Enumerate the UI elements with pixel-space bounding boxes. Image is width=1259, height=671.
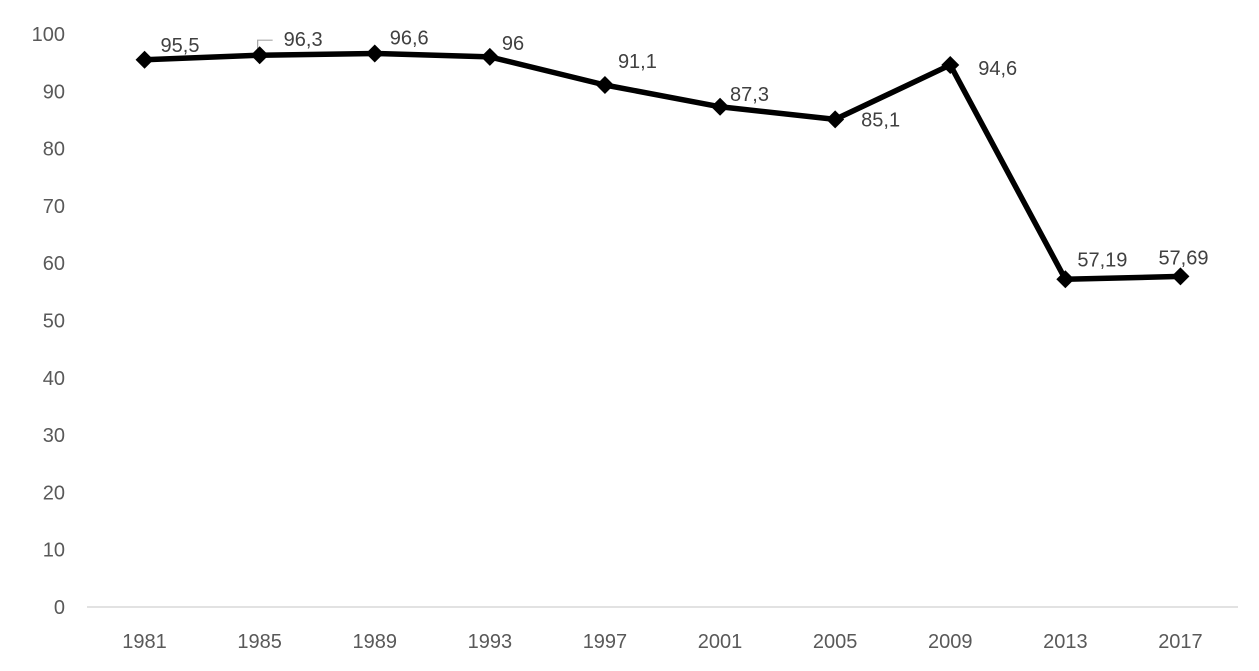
- data-point-marker: [1171, 267, 1190, 286]
- data-point-label: 95,5: [161, 35, 200, 57]
- data-point-label: 96,3: [284, 29, 323, 51]
- data-point-label: 96: [502, 33, 524, 55]
- data-point-label: 94,6: [978, 58, 1017, 80]
- y-tick-label: 10: [43, 540, 65, 562]
- data-point-marker: [250, 46, 269, 65]
- y-tick-label: 20: [43, 482, 65, 504]
- x-tick-label: 1997: [583, 631, 628, 653]
- y-tick-label: 40: [43, 368, 65, 390]
- x-tick-label: 1985: [237, 631, 282, 653]
- data-point-label: 87,3: [730, 84, 769, 106]
- data-point-label: 96,6: [390, 27, 429, 49]
- data-point-label: 85,1: [861, 109, 900, 131]
- x-tick-label: 1993: [468, 631, 513, 653]
- y-tick-label: 60: [43, 253, 65, 275]
- data-point-label: 91,1: [618, 51, 657, 73]
- data-point-marker: [595, 75, 614, 94]
- y-tick-label: 30: [43, 425, 65, 447]
- y-tick-label: 70: [43, 196, 65, 218]
- x-tick-label: 2013: [1043, 631, 1088, 653]
- data-point-marker: [480, 47, 499, 66]
- y-tick-label: 90: [43, 81, 65, 103]
- data-point-marker: [135, 50, 154, 69]
- y-tick-label: 80: [43, 139, 65, 161]
- x-tick-label: 1989: [353, 631, 398, 653]
- x-tick-label: 2009: [928, 631, 973, 653]
- x-tick-label: 2005: [813, 631, 858, 653]
- y-tick-label: 50: [43, 311, 65, 333]
- y-tick-label: 0: [54, 597, 65, 619]
- data-point-marker: [826, 110, 845, 129]
- label-leader-line: [257, 39, 273, 52]
- data-point-label: 57,19: [1077, 249, 1127, 271]
- y-tick-label: 100: [32, 24, 65, 46]
- x-tick-label: 2001: [698, 631, 743, 653]
- data-series-line: [141, 50, 1184, 283]
- data-point-marker: [711, 97, 730, 116]
- x-tick-label: 2017: [1158, 631, 1203, 653]
- x-tick-label: 1981: [122, 631, 167, 653]
- data-point-marker: [941, 55, 960, 74]
- data-point-marker: [1056, 270, 1075, 289]
- data-point-marker: [365, 44, 384, 63]
- data-point-label: 57,69: [1158, 247, 1208, 269]
